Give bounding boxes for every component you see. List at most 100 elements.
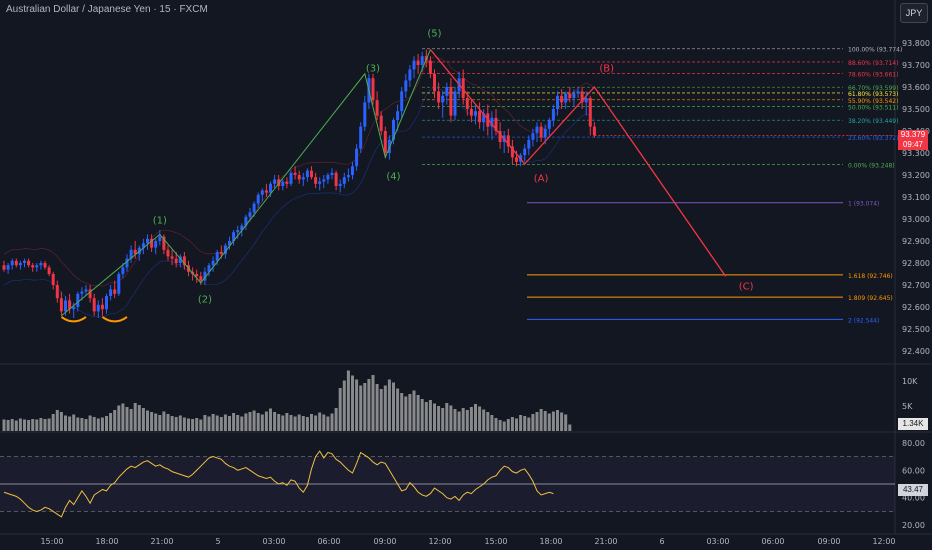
candle-body — [330, 172, 334, 175]
candle-body — [576, 91, 580, 94]
time-axis-tick: 06:00 — [761, 537, 784, 546]
volume-bar — [424, 402, 428, 431]
volume-bar — [531, 414, 535, 431]
candle-body — [64, 300, 67, 312]
wave-label: (4) — [386, 171, 400, 182]
volume-bar — [47, 418, 51, 431]
candle-body — [182, 256, 186, 266]
candle-body — [465, 98, 469, 109]
volume-bar — [359, 385, 363, 431]
volume-bar — [27, 420, 31, 431]
volume-bar — [219, 417, 223, 431]
price-axis-tick: 93.300 — [902, 149, 930, 158]
volume-bar — [203, 415, 207, 431]
volume-bar — [18, 418, 22, 431]
candle-body — [117, 274, 121, 294]
candle-body — [43, 263, 47, 268]
candle-body — [10, 260, 14, 266]
volume-bar — [285, 413, 289, 431]
candle-body — [338, 183, 342, 186]
volume-bar — [281, 415, 285, 431]
volume-bar — [100, 417, 104, 431]
volume-bar — [474, 404, 477, 431]
volume-bar — [400, 393, 404, 431]
candle-body — [285, 181, 289, 184]
rsi-axis-tick: 20.00 — [902, 521, 925, 530]
volume-bar — [35, 419, 39, 431]
volume-bar — [289, 415, 293, 431]
volume-bar — [244, 413, 248, 431]
candle-body — [170, 256, 174, 259]
volume-bar — [76, 417, 80, 431]
volume-bar — [31, 419, 35, 431]
volume-bar — [305, 417, 309, 431]
candle-body — [219, 252, 223, 255]
price-axis-tick: 92.400 — [902, 347, 930, 356]
time-axis-tick: 6 — [659, 537, 664, 546]
volume-bar — [293, 416, 297, 431]
volume-bar — [367, 379, 371, 431]
candle-body — [293, 172, 297, 175]
volume-bar — [506, 419, 510, 431]
current-rsi-label: 43.47 — [898, 484, 928, 496]
volume-bar — [2, 419, 6, 431]
volume-bar — [441, 408, 445, 431]
time-axis-tick: 5 — [215, 537, 220, 546]
volume-bar — [457, 411, 461, 431]
volume-bar — [84, 419, 88, 431]
candle-body — [400, 91, 404, 112]
volume-bar — [408, 394, 412, 431]
price-axis-tick: 92.900 — [902, 237, 930, 246]
candle-body — [68, 300, 72, 310]
volume-bar — [150, 412, 154, 431]
fib-retracement-label: 88.60% (93.714) — [848, 60, 898, 67]
candle-body — [162, 236, 166, 250]
volume-bar — [117, 405, 121, 431]
volume-bar — [223, 414, 227, 431]
volume-bar — [498, 420, 502, 431]
candle-body — [92, 298, 96, 312]
volume-bar — [92, 417, 96, 431]
price-axis-tick: 92.500 — [902, 325, 930, 334]
candle-body — [141, 243, 145, 248]
wave-label: (1) — [153, 215, 167, 226]
double-bottom-arc — [101, 316, 128, 323]
candle-body — [273, 179, 277, 184]
candle-body — [371, 78, 375, 101]
candle-body — [392, 120, 395, 140]
candle-body — [478, 111, 482, 123]
currency-button[interactable]: JPY — [900, 3, 928, 23]
candle-body — [363, 102, 367, 127]
volume-bar — [465, 410, 469, 431]
volume-bar — [539, 409, 543, 431]
price-axis-tick: 92.800 — [902, 259, 930, 268]
fib-extension-label: 1 (93.074) — [848, 201, 879, 208]
candle-body — [264, 190, 268, 193]
candle-body — [437, 91, 441, 103]
volume-bar — [314, 415, 318, 431]
volume-bar — [412, 390, 416, 431]
volume-bar — [445, 403, 449, 431]
wave-label: (C) — [739, 281, 754, 292]
volume-bar — [416, 395, 420, 431]
candle-body — [96, 304, 100, 312]
volume-bar — [551, 411, 555, 431]
candle-body — [564, 93, 568, 103]
volume-bar — [515, 418, 518, 431]
volume-bar — [277, 414, 281, 431]
wave-label: (3) — [366, 64, 380, 75]
volume-bar — [72, 414, 76, 431]
rsi-line — [3, 450, 554, 518]
candle-body — [166, 249, 170, 257]
volume-bar — [51, 414, 55, 431]
candle-body — [551, 109, 555, 120]
candle-body — [592, 126, 596, 136]
candle-body — [39, 263, 43, 266]
candle-body — [412, 60, 416, 70]
fib-retracement-label: 100.00% (93.774) — [848, 47, 902, 54]
candle-body — [346, 175, 350, 178]
volume-bar — [129, 409, 133, 431]
candle-body — [228, 241, 231, 246]
candle-body — [72, 307, 76, 310]
